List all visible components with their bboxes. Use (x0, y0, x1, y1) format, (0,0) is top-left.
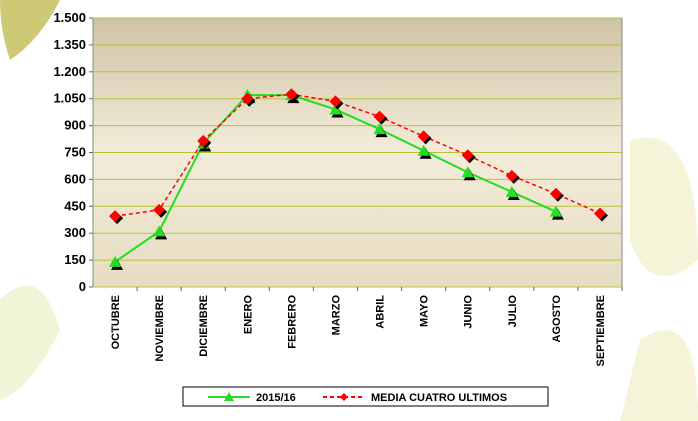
data-point (417, 144, 432, 159)
marker (549, 187, 562, 200)
data-point (197, 134, 212, 149)
legend: 2015/16 MEDIA CUATRO ULTIMOS (182, 386, 549, 407)
y-tick-label: 900 (64, 118, 86, 133)
data-point (549, 205, 564, 220)
marker (461, 149, 474, 162)
marker (109, 210, 122, 223)
data-point (505, 169, 520, 184)
y-tick-label: 450 (64, 198, 86, 213)
data-point (285, 88, 300, 103)
y-tick-label: 150 (64, 252, 86, 267)
x-tick-label: NOVIEMBRE (154, 295, 166, 362)
x-tick-label: FEBRERO (286, 295, 298, 349)
legend-label: MEDIA CUATRO ULTIMOS (371, 392, 507, 404)
data-point (329, 103, 344, 118)
data-point (241, 92, 256, 107)
x-tick-label: MARZO (330, 295, 342, 336)
marker (417, 130, 430, 143)
data-point (417, 130, 432, 145)
marker (505, 169, 518, 182)
data-point (461, 166, 476, 181)
marker (373, 110, 386, 123)
legend-box (182, 386, 549, 407)
marker (417, 144, 430, 156)
marker (373, 123, 386, 135)
marker (549, 205, 562, 217)
legend-label: 2015/16 (256, 392, 296, 404)
x-tick-label: AGOSTO (551, 295, 563, 343)
y-tick-label: 1.350 (53, 37, 86, 52)
x-tick-label: DICIEMBRE (198, 295, 210, 357)
legend-marker (224, 392, 234, 401)
marker (241, 92, 254, 105)
data-point (373, 123, 388, 138)
marker (329, 103, 342, 115)
y-tick-label: 0 (79, 279, 86, 294)
leaf-decoration (0, 0, 60, 60)
data-point (373, 110, 388, 125)
y-tick-label: 750 (64, 145, 86, 160)
series-line (114, 93, 601, 217)
data-point (153, 203, 168, 218)
marker (153, 225, 166, 237)
x-tick-label: MAYO (419, 295, 431, 327)
data-point (461, 149, 476, 164)
marker (153, 203, 166, 216)
data-point (593, 207, 608, 222)
marker (197, 134, 210, 147)
marker (285, 88, 298, 101)
data-point (505, 185, 520, 200)
x-tick-label: ABRIL (375, 295, 387, 329)
data-point (549, 187, 564, 202)
leaf-decoration (0, 285, 60, 400)
data-point (153, 225, 168, 240)
marker (109, 255, 122, 267)
y-tick-label: 1.500 (53, 10, 86, 25)
x-tick-label: SEPTIEMBRE (595, 295, 607, 367)
marker (329, 95, 342, 108)
marker (505, 185, 518, 197)
leaf-decoration (620, 330, 698, 421)
data-point (109, 255, 124, 270)
x-tick-label: OCTUBRE (110, 295, 122, 349)
x-tick-label: JUNIO (463, 295, 475, 329)
data-point (329, 95, 344, 110)
x-tick-label: JULIO (507, 295, 519, 328)
data-point (109, 210, 124, 225)
y-tick-label: 1.200 (53, 64, 86, 79)
y-tick-label: 1.050 (53, 91, 86, 106)
x-tick-label: ENERO (242, 295, 254, 335)
marker (593, 207, 606, 220)
leaf-decoration (630, 137, 698, 276)
y-tick-label: 600 (64, 171, 86, 186)
legend-marker (340, 393, 348, 401)
marker (461, 166, 474, 178)
y-tick-label: 300 (64, 225, 86, 240)
